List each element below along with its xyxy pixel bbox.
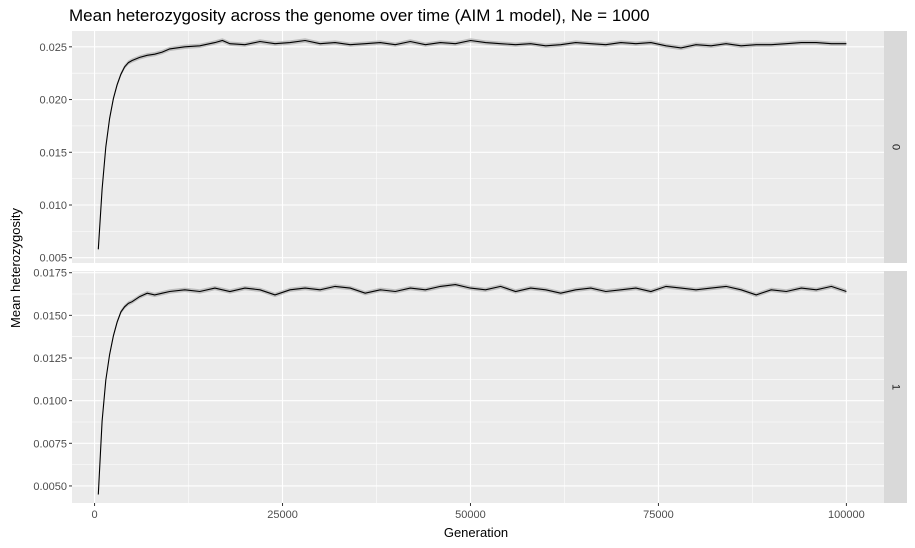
- y-tick-label: 0.020: [39, 95, 67, 107]
- y-tick-label: 0.0100: [33, 396, 67, 408]
- facet-panels: 0 0.005 0.010 0.015 0.020 0.025 1 0.0050 0.0075 0…: [33, 31, 907, 503]
- x-tick-label: 0: [91, 509, 97, 521]
- y-tick-label: 0.0175: [33, 268, 67, 280]
- facet-strip: [884, 31, 907, 263]
- y-tick-label: 0.0050: [33, 481, 67, 493]
- x-axis: 0 25000 50000 75000 100000: [91, 503, 865, 521]
- y-axis-title: Mean heterozygosity: [8, 208, 23, 328]
- series-line: [97, 39, 847, 250]
- facet-strip: [884, 271, 907, 503]
- x-tick-label: 50000: [455, 509, 486, 521]
- x-tick-label: 25000: [267, 509, 298, 521]
- facet-panel-1: 1 0.0050 0.0075 0.0100 0.0125 0.0150 0.0175: [33, 268, 907, 503]
- y-tick-label: 0.0075: [33, 438, 67, 450]
- facet-panel-0: 0 0.005 0.010 0.015 0.020 0.025: [39, 31, 907, 265]
- x-axis-title: Generation: [444, 525, 508, 540]
- panel-background: [72, 271, 884, 503]
- chart-title: Mean heterozygosity across the genome ov…: [69, 6, 650, 25]
- y-tick-label: 0.010: [39, 200, 67, 212]
- series-line: [97, 284, 847, 495]
- y-tick-label: 0.015: [39, 147, 67, 159]
- y-tick-label: 0.0150: [33, 310, 67, 322]
- y-tick-label: 0.0125: [33, 353, 67, 365]
- y-tick-label: 0.025: [39, 42, 67, 54]
- x-tick-label: 75000: [643, 509, 674, 521]
- facet-strip-label: 0: [890, 144, 902, 150]
- x-tick-label: 100000: [828, 509, 865, 521]
- y-tick-label: 0.005: [39, 253, 67, 265]
- panel-background: [72, 31, 884, 263]
- facet-strip-label: 1: [890, 384, 902, 390]
